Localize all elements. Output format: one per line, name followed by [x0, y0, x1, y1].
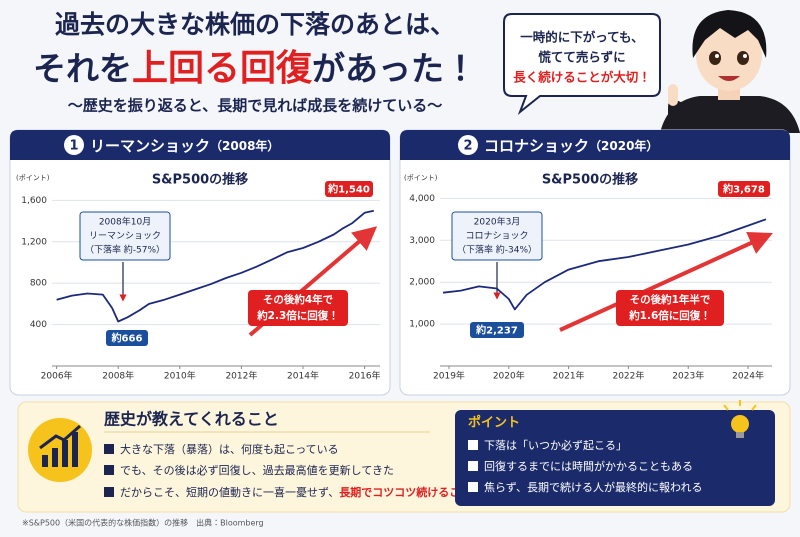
high-label-box [718, 181, 770, 197]
x-tick-label: 2021年 [553, 370, 585, 382]
speech-text: 一時的に下がっても、 [520, 30, 643, 45]
y-tick-label: 1,600 [21, 196, 47, 206]
y-tick-label: 3,000 [409, 236, 435, 246]
y-axis-label: (ポイント) [16, 174, 50, 182]
event-note: 2008年10月 [99, 216, 151, 228]
price-line [56, 209, 375, 323]
title-part: それを [33, 49, 132, 88]
y-axis-label: (ポイント) [404, 174, 438, 182]
x-tick-label: 2012年 [225, 370, 257, 382]
point-item: 下落は「いつか必ず起こる」 [484, 439, 627, 452]
title-part: があった！ [312, 49, 477, 88]
chart-title: S&P500の推移 [152, 172, 248, 188]
panel-title: コロナショック（2020年） [484, 137, 658, 155]
low-label: 約666 [111, 332, 143, 345]
x-tick-label: 2024年 [732, 370, 764, 382]
lessons-title: 歴史が教えてくれること [104, 410, 279, 429]
x-tick-label: 2010年 [164, 370, 196, 382]
growth-icon [28, 418, 92, 482]
event-note: コロナショック [465, 231, 528, 242]
y-tick-label: 1,000 [409, 320, 435, 330]
x-tick-label: 2016年 [349, 370, 381, 382]
y-tick-label: 4,000 [409, 194, 435, 204]
chart-title: S&P500の推移 [542, 172, 638, 188]
panel-number: 1 [69, 139, 78, 154]
event-box [451, 211, 543, 261]
high-label: 約3,678 [722, 183, 765, 196]
character [660, 10, 800, 133]
event-box [79, 211, 171, 261]
x-tick-label: 2023年 [672, 370, 704, 382]
panel-title-text: コロナショック [484, 137, 589, 155]
high-label-box [325, 181, 373, 197]
low-label: 約2,237 [475, 324, 518, 337]
speech-bubble [503, 13, 661, 116]
title-line1: 過去の大きな株価の下落のあとは、 [55, 10, 455, 39]
recovery-box [616, 290, 724, 326]
low-label-box [470, 322, 524, 338]
checkbox [104, 465, 114, 475]
panel-title: リーマンショック（2008年） [90, 137, 279, 155]
event-note: 2020年3月 [474, 216, 521, 228]
x-tick-label: 2014年 [287, 370, 319, 382]
checkbox [468, 461, 478, 471]
lesson-item: 大きな下落（暴落）は、何度も起こっている [120, 442, 339, 456]
subtitle: 〜歴史を振り返ると、長期で見れば成長を続けている〜 [68, 97, 442, 115]
recovery-note: 約2.3倍に回復！ [256, 309, 339, 322]
footnote: ※S&P500（米国の代表的な株価指数）の推移 出典：Bloomberg [22, 518, 264, 528]
y-tick-label: 400 [30, 320, 47, 330]
x-tick-label: 2020年 [493, 370, 525, 382]
recovery-box [248, 290, 348, 326]
title-line2: それを上回る回復があった！ [33, 48, 477, 89]
points-title: ポイント [468, 415, 520, 431]
event-note: （下落率 約-57%） [85, 244, 165, 256]
checkbox [468, 482, 478, 492]
y-tick-label: 800 [30, 279, 47, 289]
panel-title-text: リーマンショック [90, 137, 210, 155]
x-tick-label: 2022年 [612, 370, 644, 382]
checkbox [104, 444, 114, 454]
lesson-text: だからこそ、短期の値動きに一喜一憂せず、 [120, 485, 339, 499]
checkbox [468, 440, 478, 450]
recovery-note: 約1.6倍に回復！ [628, 309, 711, 322]
high-label: 約1,540 [327, 183, 370, 196]
bulb-icon [723, 400, 757, 438]
y-tick-label: 2,000 [409, 278, 435, 288]
y-tick-label: 1,200 [21, 237, 47, 247]
recovery-note: その後約1年半で [630, 293, 711, 306]
x-tick-label: 2008年 [102, 370, 134, 382]
event-note: （下落率 約-34%） [457, 244, 537, 256]
point-item: 回復するまでには時間がかかることもある [484, 459, 693, 473]
x-tick-label: 2006年 [41, 370, 73, 382]
point-item: 焦らず、長期で続ける人が最終的に報われる [484, 480, 702, 494]
panel-year: （2008年） [210, 138, 279, 153]
recovery-note: その後約4年で [263, 293, 334, 306]
low-label-box [106, 330, 148, 346]
panel-year: （2020年） [589, 138, 658, 153]
x-tick-label: 2019年 [433, 370, 465, 382]
recovery-arrow [559, 232, 773, 332]
panel: 1 リーマンショック（2008年） [9, 129, 391, 396]
speech-text: 長く続けることが大切！ [513, 70, 651, 85]
checkbox [104, 487, 114, 497]
price-line [442, 218, 767, 311]
speech-text: 慌てて売らずに [537, 50, 625, 65]
lesson-item: でも、その後は必ず回復し、過去最高値を更新してきた [120, 463, 394, 477]
title-emphasis: 上回る回復 [132, 48, 313, 89]
event-note: リーマンショック [89, 231, 161, 242]
points-list: 下落は「いつか必ず起こる」 回復するまでには時間がかかることもある 焦らず、長期… [468, 439, 702, 494]
panel-number: 2 [463, 139, 472, 154]
points-box [455, 410, 775, 506]
